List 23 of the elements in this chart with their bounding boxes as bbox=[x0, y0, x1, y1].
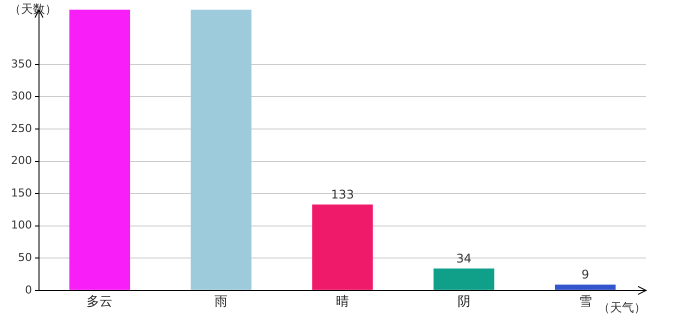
y-tick-label: 300 bbox=[10, 90, 32, 103]
x-tick-label: 晴 bbox=[336, 294, 349, 310]
bar bbox=[554, 284, 616, 290]
data-label: 34 bbox=[456, 252, 472, 266]
y-tick-label: 150 bbox=[10, 186, 32, 200]
x-axis-title: （天气） bbox=[598, 300, 646, 315]
y-tick-label: 250 bbox=[10, 122, 32, 135]
y-tick-label: 50 bbox=[18, 250, 32, 264]
data-label: 9 bbox=[581, 268, 590, 282]
x-tick-label: 阴 bbox=[457, 294, 470, 310]
x-tick-label: 雪 bbox=[578, 294, 592, 310]
bar bbox=[312, 204, 373, 290]
y-tick-label: 100 bbox=[10, 218, 32, 232]
y-tick-label: 0 bbox=[24, 283, 32, 296]
bar bbox=[190, 10, 252, 290]
y-axis-title: （天数） bbox=[8, 2, 57, 16]
y-tick-label: 200 bbox=[10, 154, 32, 168]
x-tick-label: 多云 bbox=[86, 294, 113, 310]
bar bbox=[434, 268, 494, 290]
y-tick-label: 350 bbox=[10, 57, 32, 70]
data-label: 133 bbox=[331, 188, 354, 202]
bar bbox=[69, 10, 130, 290]
x-tick-label: 雨 bbox=[214, 294, 228, 310]
